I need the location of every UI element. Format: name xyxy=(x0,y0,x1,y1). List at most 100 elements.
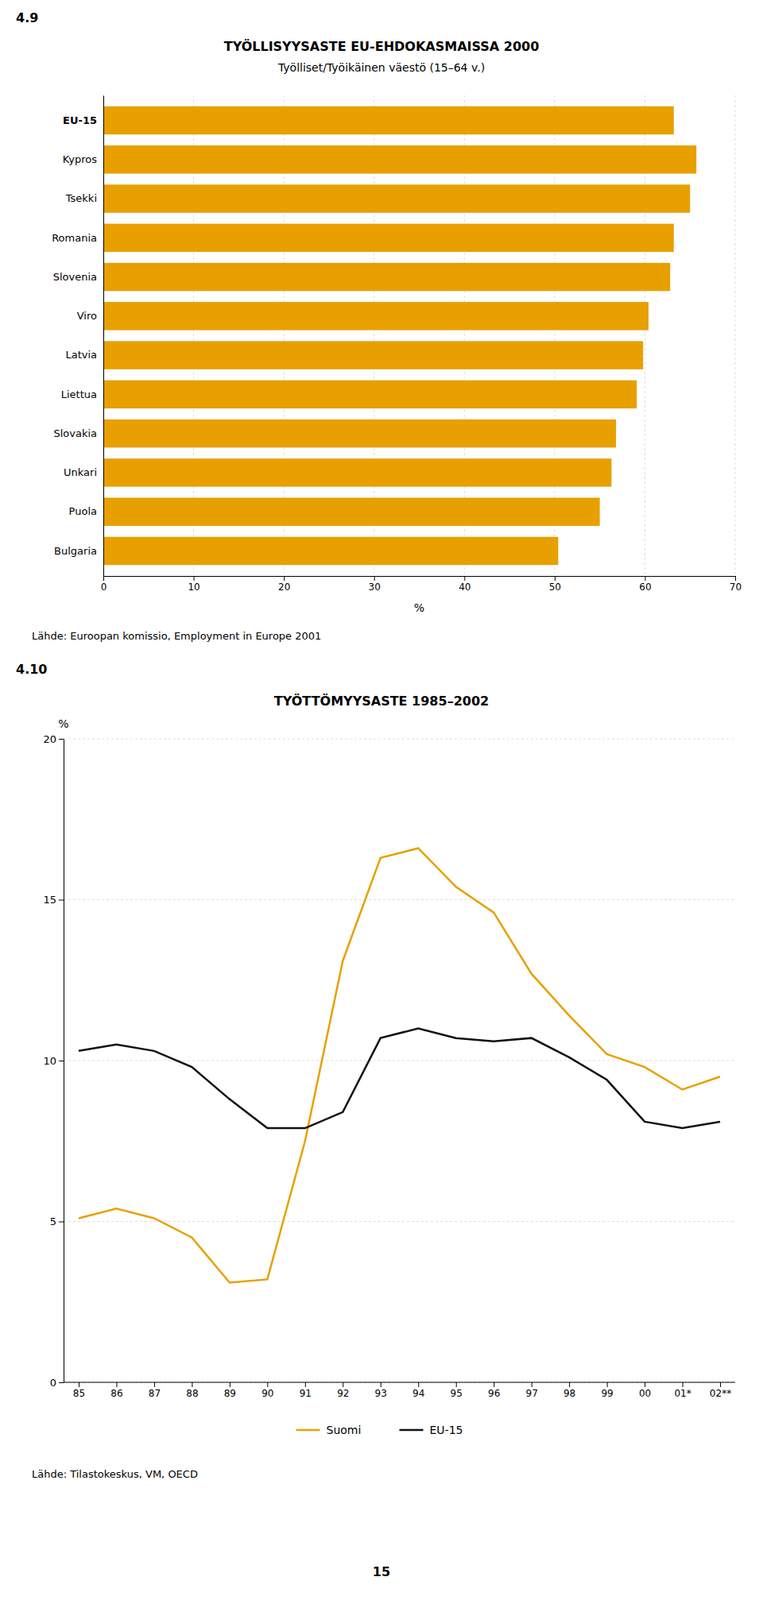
tick-label: Puola xyxy=(69,505,97,518)
x-tick: 50 xyxy=(549,576,562,593)
legend-label: EU-15 xyxy=(429,1424,464,1437)
tick-mark xyxy=(531,1382,533,1388)
chart-title: TYÖTTÖMYYSASTE 1985–2002 xyxy=(274,693,489,709)
grid-line xyxy=(63,1221,736,1223)
tick-label: 95 xyxy=(450,1388,463,1400)
bar xyxy=(103,263,671,291)
tick-mark xyxy=(493,1382,495,1388)
tick-mark xyxy=(735,576,736,581)
tick-label: Slovenia xyxy=(53,271,97,283)
tick-label: 0 xyxy=(100,581,108,593)
page: 4.9 TYÖLLISYYSASTE EU-EHDOKASMAISSA 2000 T… xyxy=(0,0,763,1600)
tick-mark xyxy=(682,1382,684,1388)
x-axis: 010203040506070 xyxy=(100,576,742,593)
chart: 4.10TYÖTTÖMYYSASTE 1985–2002%85868788899… xyxy=(15,662,736,1481)
chart-subtitle: Työlliset/Työikäinen väestö (15–64 v.) xyxy=(277,61,485,74)
y-tick: Viro xyxy=(77,309,104,322)
tick-label: Bulgaria xyxy=(54,545,97,558)
y-tick: 5 xyxy=(50,1216,64,1228)
tick-label: 00 xyxy=(639,1388,651,1400)
tick-mark xyxy=(644,1382,646,1388)
tick-label: 01* xyxy=(673,1388,691,1400)
y-tick: EU-15 xyxy=(62,114,104,127)
tick-label: Unkari xyxy=(63,466,97,479)
x-tick: 87 xyxy=(148,1382,161,1400)
tick-label: 90 xyxy=(261,1388,274,1400)
tick-mark xyxy=(58,739,64,740)
bar xyxy=(103,419,616,448)
bar xyxy=(103,224,674,252)
source-note: Lähde: Tilastokeskus, VM, OECD xyxy=(31,1468,198,1481)
tick-label: 15 xyxy=(42,894,57,907)
tick-mark xyxy=(305,1382,306,1388)
chart-title: TYÖLLISYYSASTE EU-EHDOKASMAISSA 2000 xyxy=(224,38,540,55)
tick-mark xyxy=(283,576,285,581)
tick-label: 40 xyxy=(458,581,471,593)
figure-label: 4.10 xyxy=(15,662,47,678)
grid-line xyxy=(63,899,736,901)
tick-label: 86 xyxy=(110,1388,123,1400)
axis-domain xyxy=(103,96,105,578)
axis-domain xyxy=(63,739,65,1384)
tick-mark xyxy=(720,1382,721,1388)
x-tick: 40 xyxy=(458,576,471,593)
tick-label: 88 xyxy=(185,1388,198,1400)
legend: Suomi EU-15 xyxy=(296,1424,464,1437)
tick-label: 10 xyxy=(187,581,200,593)
tick-label: 10 xyxy=(42,1055,57,1068)
bar xyxy=(103,497,601,526)
x-tick: 30 xyxy=(368,576,381,593)
tick-label: 02** xyxy=(709,1388,732,1400)
tick-label: 20 xyxy=(42,733,57,746)
tick-mark xyxy=(191,1382,193,1388)
legend-label: Suomi xyxy=(326,1424,362,1437)
y-tick: Liettua xyxy=(61,388,104,401)
x-tick: 0 xyxy=(100,576,108,593)
bar xyxy=(103,537,558,566)
tick-label: 0 xyxy=(50,1377,57,1390)
tick-mark xyxy=(154,1382,155,1388)
x-tick: 20 xyxy=(278,576,291,593)
tick-label: 97 xyxy=(526,1388,539,1400)
x-tick: 98 xyxy=(563,1382,576,1400)
tick-label: Kypros xyxy=(62,153,98,166)
tick-mark xyxy=(644,576,646,581)
tick-mark xyxy=(342,1382,344,1388)
bar xyxy=(103,340,643,369)
page-number: 15 xyxy=(372,1564,391,1581)
tick-mark xyxy=(418,1382,419,1388)
tick-mark xyxy=(58,1061,64,1062)
y-axis: 0 5 10 15 20 xyxy=(42,733,64,1390)
tick-mark xyxy=(607,1382,609,1388)
tick-label: Romania xyxy=(51,231,97,244)
tick-label: 60 xyxy=(639,581,651,593)
tick-mark xyxy=(380,1382,382,1388)
source-note: Lähde: Euroopan komissio, Employment in … xyxy=(31,630,322,643)
tick-mark xyxy=(229,1382,231,1388)
x-tick: 97 xyxy=(526,1382,539,1400)
tick-mark xyxy=(116,1382,117,1388)
tick-label: 89 xyxy=(224,1388,237,1400)
axis-title: % xyxy=(414,601,425,615)
tick-label: Latvia xyxy=(65,348,97,361)
tick-label: Viro xyxy=(77,309,97,322)
x-tick: 01* xyxy=(673,1382,691,1400)
y-tick: Unkari xyxy=(63,466,104,479)
axis-domain xyxy=(63,1382,736,1384)
x-tick: 89 xyxy=(224,1382,237,1400)
bar xyxy=(103,106,674,135)
y-tick: Romania xyxy=(51,231,104,244)
x-tick: 85 xyxy=(73,1382,86,1400)
y-tick: Latvia xyxy=(65,348,104,361)
tick-label: 92 xyxy=(336,1388,349,1400)
tick-mark xyxy=(569,1382,570,1388)
x-tick: 02** xyxy=(709,1382,732,1400)
tick-label: 5 xyxy=(50,1216,57,1228)
x-tick: 94 xyxy=(412,1382,425,1400)
tick-mark xyxy=(58,1222,64,1224)
y-tick: Slovenia xyxy=(53,271,104,283)
x-tick: 86 xyxy=(110,1382,123,1400)
grid xyxy=(63,739,736,1383)
figure-label: 4.9 xyxy=(15,10,39,26)
x-axis: 8586878889909192939495969798990001*02** xyxy=(63,1382,736,1400)
